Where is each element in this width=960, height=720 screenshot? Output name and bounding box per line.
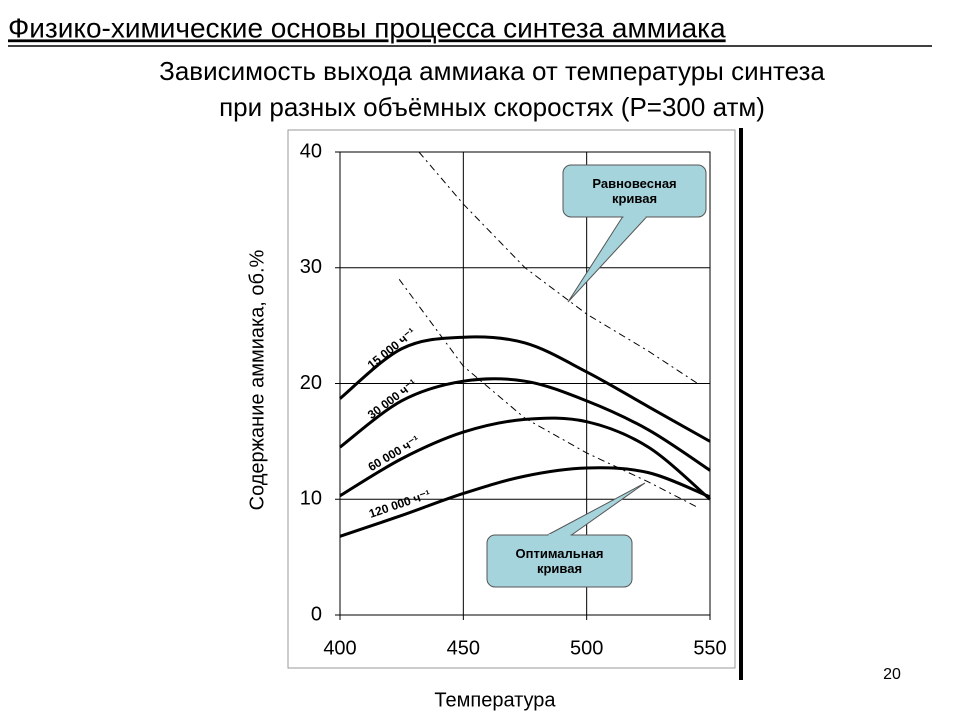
callout-pointer [547,482,646,536]
x-tick-label: 550 [693,637,726,659]
callout: Оптимальная кривая [515,546,604,576]
subtitle: Зависимость выхода аммиака от температур… [159,56,825,86]
series-line [339,377,711,472]
series-line [339,466,711,538]
series-line [398,279,698,508]
series-line [418,151,698,384]
y-axis-label: Содержание аммиака, об.% [246,249,268,510]
x-tick-label: 450 [447,637,480,659]
x-axis-label: Температура [434,689,556,711]
callout: Равновесная кривая [592,176,677,206]
title: Физико-химические основы процесса синтез… [8,12,726,43]
x-tick-label: 400 [323,637,356,659]
subtitle: при разных объёмных скоростях (P=300 атм… [219,92,765,122]
series-line [339,416,711,501]
callout-text: Равновесная кривая [592,176,677,206]
callout-pointer [567,216,648,303]
series-line [339,335,711,443]
page-number: 20 [883,666,901,683]
y-tick-label: 0 [311,603,322,625]
y-tick-label: 30 [300,256,322,278]
y-tick-label: 20 [300,372,322,394]
y-tick-label: 40 [300,140,322,162]
series-label: 15 000 ч⁻¹ [365,325,418,372]
y-tick-label: 10 [300,488,322,510]
callout-text: Оптимальная кривая [515,546,604,576]
x-tick-label: 500 [570,637,603,659]
chart-frame [287,129,736,669]
